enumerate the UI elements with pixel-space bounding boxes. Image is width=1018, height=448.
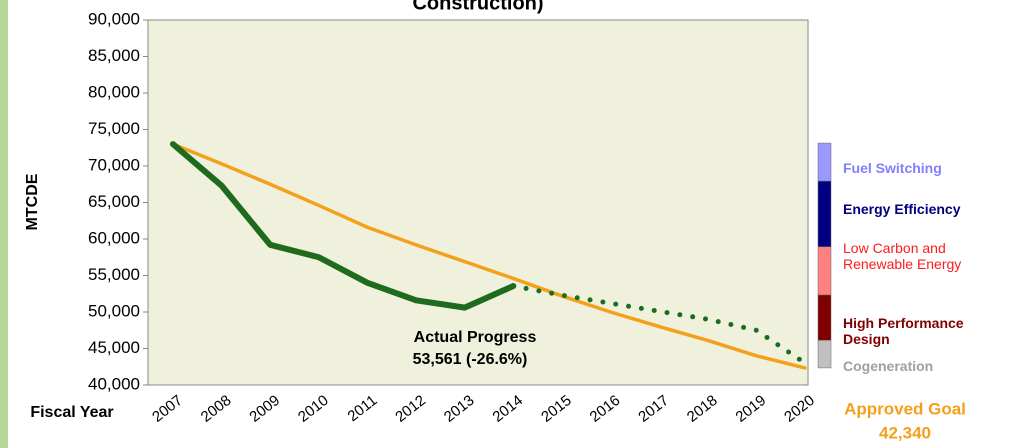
x-tick-label: 2013	[441, 392, 478, 426]
y-tick-label: 55,000	[88, 265, 140, 284]
wedge	[817, 246, 832, 296]
wedge-label: Low Carbon and Renewable Energy	[843, 240, 962, 272]
y-tick-label: 50,000	[88, 301, 140, 320]
x-tick-label: 2007	[149, 392, 186, 426]
x-tick-label: 2011	[344, 392, 380, 425]
x-tick-label: 2019	[733, 392, 770, 426]
y-tick-label: 80,000	[88, 82, 140, 101]
x-tick-label: 2014	[489, 392, 526, 426]
annotation: 42,340	[879, 423, 931, 442]
side-strip	[0, 0, 8, 448]
plot-area	[147, 19, 809, 386]
series-line	[510, 283, 808, 366]
wedge	[817, 294, 832, 341]
y-tick-label: 85,000	[88, 46, 140, 65]
x-tick-label: 2016	[587, 392, 624, 426]
wedge	[817, 339, 832, 369]
x-tick-label: 2012	[392, 392, 429, 426]
y-tick-label: 60,000	[88, 228, 140, 247]
y-tick-label: 70,000	[88, 155, 140, 174]
y-axis-label: MTCDE	[24, 173, 41, 230]
x-tick-label: 2008	[198, 392, 235, 426]
series-line	[170, 141, 517, 311]
annotation: 53,561 (-26.6%)	[413, 351, 528, 368]
x-tick-label: 2017	[635, 392, 672, 426]
wedge	[817, 180, 832, 247]
series-line	[171, 142, 807, 370]
annotation: Approved Goal	[844, 399, 966, 418]
x-tick-label: 2015	[538, 392, 575, 426]
x-tick-label: 2020	[781, 392, 818, 426]
chart-title: Construction)	[412, 0, 543, 14]
wedge-label: Cogeneration	[843, 358, 934, 374]
annotation: Actual Progress	[414, 329, 537, 346]
y-tick-label: 75,000	[88, 119, 140, 138]
y-tick-label: 40,000	[88, 374, 140, 393]
wedge-label: High Performance Design	[843, 315, 964, 347]
wedge-label: Fuel Switching	[843, 160, 942, 176]
y-tick-label: 45,000	[88, 338, 140, 357]
x-tick-label: 2009	[246, 392, 283, 426]
y-tick-label: 90,000	[88, 9, 140, 28]
wedge-label: Energy Efficiency	[843, 201, 961, 217]
wedge	[817, 142, 832, 182]
y-tick-label: 65,000	[88, 192, 140, 211]
x-tick-label: 2010	[295, 392, 332, 426]
x-axis-label: Fiscal Year	[30, 404, 113, 421]
x-tick-label: 2018	[684, 392, 721, 426]
